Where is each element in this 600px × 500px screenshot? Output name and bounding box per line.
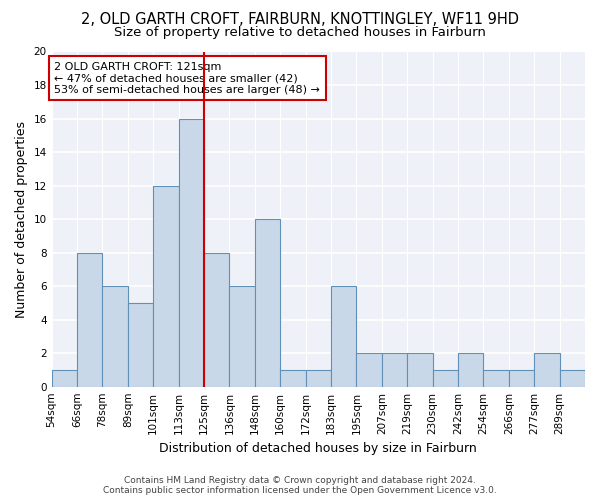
Text: 2, OLD GARTH CROFT, FAIRBURN, KNOTTINGLEY, WF11 9HD: 2, OLD GARTH CROFT, FAIRBURN, KNOTTINGLE…	[81, 12, 519, 28]
Bar	[534, 353, 560, 386]
Bar	[52, 370, 77, 386]
Bar	[179, 118, 204, 386]
Bar	[382, 353, 407, 386]
Y-axis label: Number of detached properties: Number of detached properties	[15, 120, 28, 318]
Bar	[229, 286, 255, 386]
Bar	[305, 370, 331, 386]
Bar	[77, 252, 103, 386]
Bar	[331, 286, 356, 386]
Bar	[560, 370, 585, 386]
Bar	[356, 353, 382, 386]
Bar	[255, 219, 280, 386]
Bar	[204, 252, 229, 386]
Bar	[153, 186, 179, 386]
Text: Contains HM Land Registry data © Crown copyright and database right 2024.
Contai: Contains HM Land Registry data © Crown c…	[103, 476, 497, 495]
X-axis label: Distribution of detached houses by size in Fairburn: Distribution of detached houses by size …	[160, 442, 477, 455]
Bar	[103, 286, 128, 386]
Text: Size of property relative to detached houses in Fairburn: Size of property relative to detached ho…	[114, 26, 486, 39]
Bar	[458, 353, 484, 386]
Bar	[280, 370, 305, 386]
Bar	[509, 370, 534, 386]
Bar	[484, 370, 509, 386]
Bar	[433, 370, 458, 386]
Text: 2 OLD GARTH CROFT: 121sqm
← 47% of detached houses are smaller (42)
53% of semi-: 2 OLD GARTH CROFT: 121sqm ← 47% of detac…	[55, 62, 320, 95]
Bar	[128, 303, 153, 386]
Bar	[407, 353, 433, 386]
